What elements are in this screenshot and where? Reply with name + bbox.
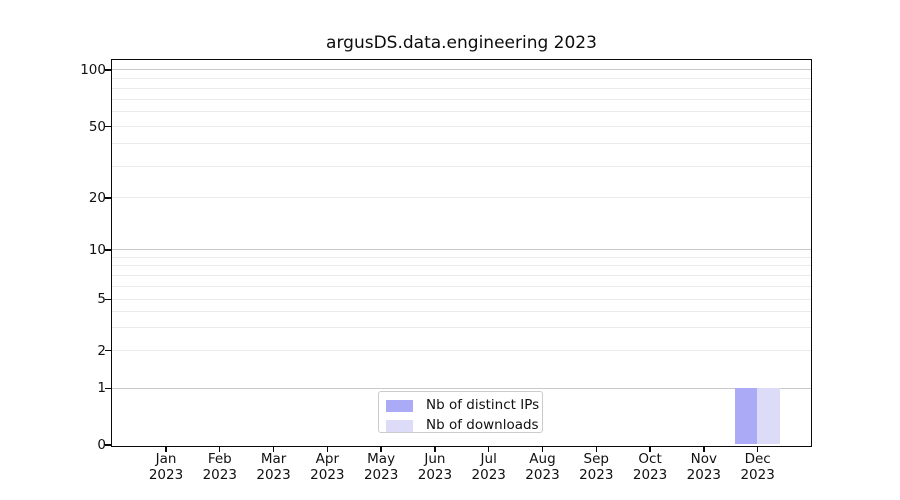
- x-tick-mark: [756, 446, 759, 453]
- y-tick-label: 1: [97, 380, 106, 397]
- legend-item-distinct-ips: Nb of distinct IPs: [386, 397, 540, 413]
- x-tick-mark: [703, 446, 705, 453]
- y-tick-label: 5: [97, 291, 106, 308]
- x-tick-label: Aug 2023: [525, 451, 560, 483]
- y-gridline-minor: [112, 126, 811, 128]
- y-tick-label: 100: [80, 62, 106, 78]
- y-gridline-minor: [112, 350, 811, 352]
- x-tick-label: Jul 2023: [471, 451, 506, 483]
- legend-swatch-downloads: [386, 419, 413, 432]
- y-gridline-minor: [112, 265, 811, 267]
- bar-nb-of-distinct-ips: [734, 387, 758, 445]
- x-tick-label: Sep 2023: [579, 451, 614, 483]
- x-tick-mark: [595, 446, 597, 453]
- y-gridline-major: [112, 387, 811, 389]
- x-tick-label: Nov 2023: [686, 451, 722, 483]
- y-gridline-minor: [112, 327, 811, 329]
- y-tick-label: 0: [97, 437, 106, 453]
- legend-label-distinct-ips: Nb of distinct IPs: [426, 397, 540, 413]
- x-tick-mark: [649, 446, 651, 453]
- y-gridline-minor: [112, 98, 811, 100]
- y-gridline-minor: [112, 87, 811, 89]
- bar-nb-of-downloads: [757, 387, 780, 445]
- y-gridline-major: [112, 249, 811, 251]
- y-tick-mark: [105, 69, 112, 71]
- x-tick-mark: [219, 446, 221, 453]
- legend-item-downloads: Nb of downloads: [386, 417, 539, 433]
- x-tick-mark: [165, 446, 167, 453]
- chart-title: argusDS.data.engineering 2023: [326, 33, 597, 53]
- x-tick-mark: [434, 446, 436, 453]
- y-tick-mark: [105, 126, 112, 128]
- x-tick-label: Apr 2023: [310, 451, 345, 483]
- x-tick-label: Jan 2023: [148, 451, 184, 483]
- x-tick-mark: [380, 446, 382, 453]
- y-gridline-minor: [112, 197, 811, 199]
- x-tick-label: Oct 2023: [632, 451, 668, 483]
- y-gridline-minor: [112, 274, 811, 276]
- y-tick-label: 50: [88, 118, 106, 135]
- y-tick-label: 2: [97, 342, 106, 359]
- x-tick-mark: [272, 446, 275, 453]
- y-tick-label: 20: [88, 190, 106, 206]
- y-tick-mark: [105, 298, 112, 300]
- y-gridline-minor: [112, 256, 811, 258]
- y-tick-mark: [105, 249, 112, 251]
- x-tick-mark: [488, 446, 490, 453]
- legend-swatch-distinct-ips: [386, 399, 413, 412]
- y-gridline-minor: [112, 285, 811, 287]
- x-tick-label: May 2023: [363, 451, 399, 483]
- y-gridline-minor: [112, 111, 811, 113]
- x-tick-mark: [326, 446, 329, 453]
- x-tick-label: Feb 2023: [202, 451, 237, 483]
- plot-area: [111, 59, 812, 447]
- legend-label-downloads: Nb of downloads: [426, 417, 539, 433]
- y-gridline-minor: [112, 298, 811, 300]
- y-gridline-major: [112, 69, 811, 71]
- y-tick-mark: [105, 444, 112, 446]
- y-tick-mark: [105, 387, 112, 389]
- y-gridline-minor: [112, 311, 811, 313]
- legend: Nb of distinct IPs Nb of downloads: [378, 391, 543, 433]
- x-tick-label: Jun 2023: [417, 451, 453, 483]
- y-tick-mark: [105, 350, 112, 352]
- x-tick-label: Mar 2023: [256, 451, 291, 483]
- y-tick-mark: [105, 197, 112, 199]
- x-tick-label: Dec 2023: [740, 451, 775, 483]
- x-tick-mark: [541, 446, 544, 453]
- y-tick-label: 10: [88, 242, 106, 258]
- y-gridline-minor: [112, 143, 811, 145]
- y-gridline-minor: [112, 78, 811, 79]
- y-gridline-minor: [112, 165, 811, 167]
